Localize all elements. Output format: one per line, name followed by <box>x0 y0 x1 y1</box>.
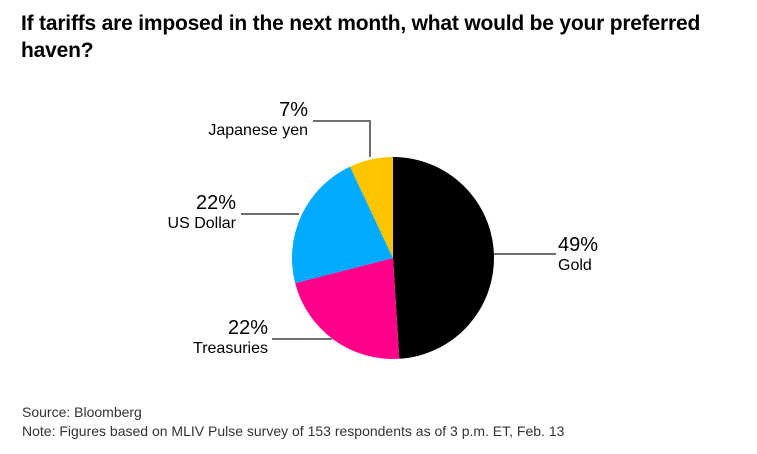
source-text: Source: Bloomberg <box>22 404 142 420</box>
leader-line-japanese-yen-vertical <box>369 120 371 157</box>
treasuries-name-label: Treasuries <box>193 340 268 357</box>
us-dollar-percent-label: 22% <box>195 192 236 214</box>
pie-slice-treasuries <box>295 258 400 359</box>
pie-slice-gold <box>393 157 494 359</box>
callout-japanese-yen: 7% Japanese yen <box>208 99 308 140</box>
callout-treasuries: 22% Treasuries <box>193 317 268 358</box>
pie-slice-us-dollar <box>292 166 393 284</box>
us-dollar-name-label: US Dollar <box>167 215 236 232</box>
leader-line-gold <box>494 253 556 255</box>
leader-line-us-dollar <box>241 213 299 215</box>
leader-line-japanese-yen-horizontal <box>313 120 371 122</box>
callout-us-dollar: 22% US Dollar <box>168 192 236 233</box>
pie-slice-japanese-yen <box>350 157 393 258</box>
callout-gold: 49% Gold <box>558 234 598 275</box>
treasuries-percent-label: 22% <box>227 317 268 339</box>
pie-chart <box>292 157 494 359</box>
note-text: Note: Figures based on MLIV Pulse survey… <box>22 423 565 439</box>
japanese-yen-percent-label: 7% <box>279 99 308 121</box>
leader-line-treasuries <box>272 338 332 340</box>
gold-percent-label: 49% <box>558 234 599 256</box>
chart-title: If tariffs are imposed in the next month… <box>21 12 701 62</box>
gold-name-label: Gold <box>558 257 592 274</box>
japanese-yen-name-label: Japanese yen <box>208 122 308 139</box>
